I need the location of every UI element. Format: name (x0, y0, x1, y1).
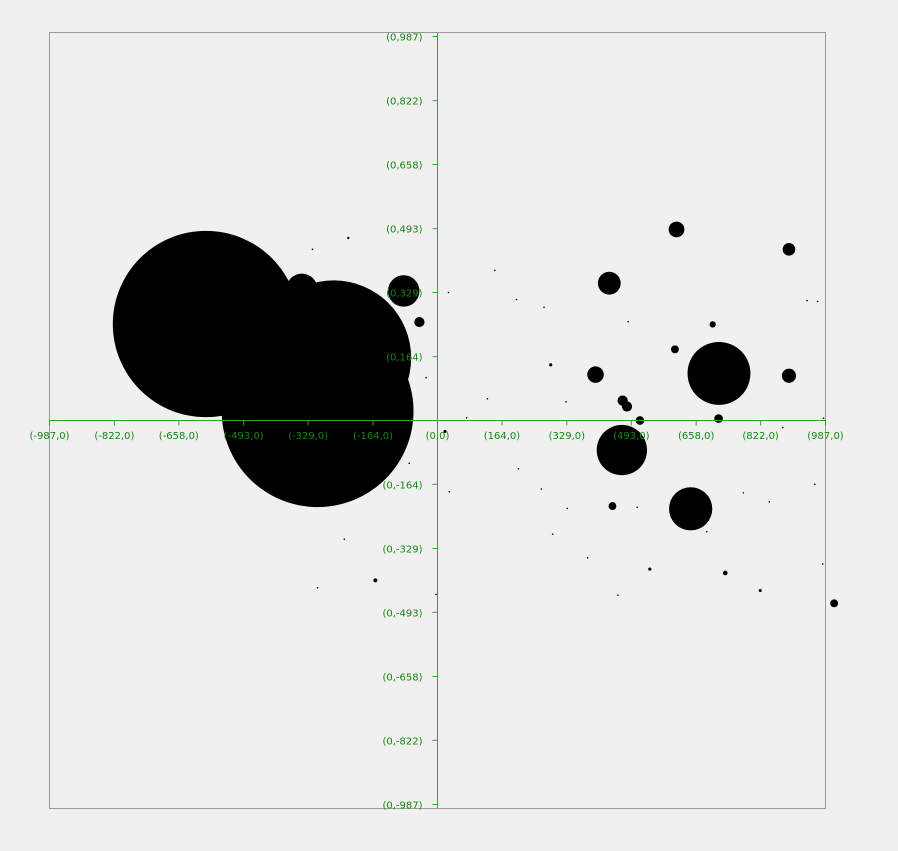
bubble-point (758, 588, 762, 593)
bubble-point (709, 321, 716, 328)
bubble-point (447, 291, 450, 294)
bubble-point (587, 366, 604, 383)
bubble-point (448, 490, 451, 493)
bubble-point (347, 236, 350, 240)
bubble-point (486, 397, 489, 400)
y-axis-ticks: (0,987) (0,822) (0,658) (0,493) (0,329) (0,16… (382, 33, 438, 812)
y-tick-label: (0,658) (386, 161, 423, 172)
bubble-point (648, 567, 652, 571)
bubble-point (608, 502, 617, 511)
x-axis-ticks: (-987,0) (-822,0) (-658,0) (-493,0) (-329,0)… (29, 420, 844, 442)
bubble-point (425, 376, 427, 379)
bubble-point (343, 538, 346, 540)
y-tick-label: (0,329) (386, 289, 423, 300)
bubble-point (443, 429, 447, 433)
bubble-point (373, 578, 378, 583)
bubble-point (781, 426, 784, 429)
x-tick-label: (-329,0) (288, 431, 328, 442)
bubble-point (821, 563, 824, 565)
bubble-point (687, 341, 751, 405)
y-tick-label: (0,987) (386, 33, 423, 44)
bubble-point (830, 599, 839, 608)
y-tick-label: (0,-164) (382, 480, 422, 491)
x-tick-label: (-987,0) (29, 431, 69, 442)
bubble-point (705, 530, 708, 533)
bubble-point (806, 299, 808, 302)
bubble-point (316, 587, 319, 589)
y-tick-label: (0,-822) (382, 736, 422, 747)
bubble-point (540, 488, 543, 490)
bubble-point (669, 487, 713, 531)
bubble-point (722, 570, 728, 576)
bubble-point (408, 462, 410, 465)
y-tick-label: (0,-329) (382, 545, 422, 556)
x-tick-label: (822,0) (742, 431, 779, 442)
bubble-point (768, 501, 771, 503)
x-tick-label: (987,0) (807, 431, 844, 442)
bubble-point (668, 221, 685, 238)
bubble-point (549, 363, 553, 367)
bubble-point (781, 368, 797, 383)
bubble-point (311, 248, 314, 251)
bubble-point (565, 401, 567, 403)
bubble-point (822, 417, 825, 419)
bubble-point (596, 424, 648, 476)
x-tick-label: (329,0) (549, 431, 586, 442)
bubble-point (286, 273, 318, 306)
bubble-point (627, 320, 629, 323)
y-tick-label: (0,-493) (382, 608, 422, 619)
bubble-point (543, 306, 545, 309)
bubble-point (586, 557, 589, 559)
x-tick-label: (-658,0) (159, 431, 199, 442)
x-tick-label: (0,0) (426, 431, 450, 442)
x-tick-label: (-493,0) (224, 431, 264, 442)
bubble-point (786, 245, 794, 253)
bubble-point (435, 593, 437, 596)
bubble-layer (112, 221, 839, 608)
x-tick-label: (164,0) (484, 431, 521, 442)
x-tick-label: (-164,0) (353, 431, 393, 442)
y-tick-label: (0,-987) (382, 801, 422, 812)
bubble-point (465, 416, 468, 419)
bubble-point (816, 300, 819, 303)
bubble-point (494, 269, 496, 272)
bubble-point (814, 483, 816, 486)
bubble-point (617, 594, 619, 596)
bubble-point (387, 275, 420, 307)
bubble-point (714, 414, 723, 423)
bubble-point (636, 506, 638, 509)
y-tick-label: (0,164) (386, 353, 423, 364)
y-tick-label: (0,493) (386, 225, 423, 236)
bubble-point (414, 316, 425, 328)
x-tick-label: (493,0) (613, 431, 650, 442)
x-tick-label: (658,0) (678, 431, 715, 442)
bubble-point (671, 345, 679, 354)
y-tick-label: (0,-658) (382, 673, 422, 684)
bubble-point (621, 401, 633, 412)
y-tick-label: (0,822) (386, 97, 423, 108)
bubble-point (517, 467, 520, 470)
bubble-point (566, 507, 569, 510)
bubble-point (256, 280, 412, 436)
bubble-point (551, 533, 554, 535)
bubble-point (515, 298, 518, 301)
bubble-point (597, 271, 621, 295)
bubble-point (742, 492, 745, 494)
x-tick-label: (-822,0) (94, 431, 134, 442)
